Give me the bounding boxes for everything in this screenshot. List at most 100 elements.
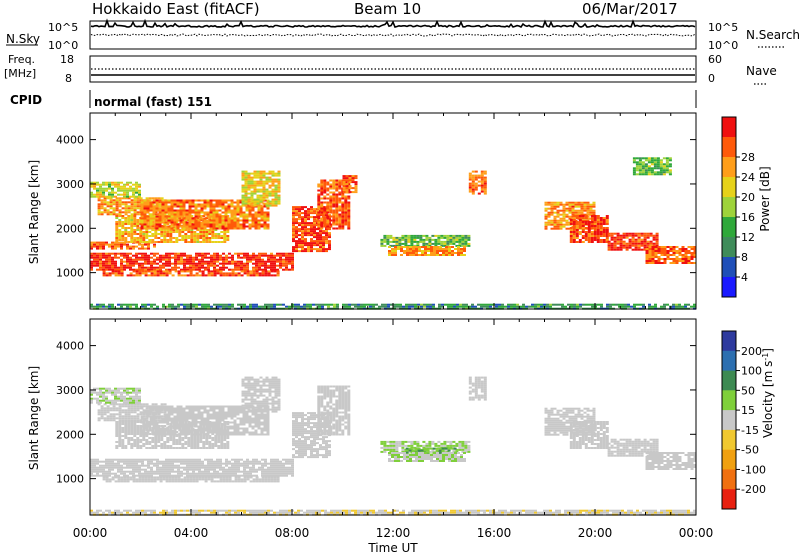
heatmap-cell-5 (174, 212, 177, 214)
heatmap-cell-2 (108, 246, 111, 248)
heatmap-cell-1 (118, 478, 121, 480)
heatmap-cell-1 (256, 272, 259, 274)
heatmap-cell-2 (96, 246, 99, 248)
heatmap-cell-16 (611, 239, 614, 241)
heatmap-cell-5 (171, 200, 174, 202)
heatmap-cell-5 (183, 228, 186, 230)
heatmap-cell-10 (355, 185, 358, 187)
heatmap-cell-18 (660, 163, 663, 165)
heatmap-cell-0 (99, 467, 102, 469)
heatmap-cell-19 (342, 304, 345, 306)
heatmap-cell-5 (243, 212, 246, 214)
heatmap-cell-5 (255, 216, 258, 218)
heatmap-cell-9 (338, 220, 341, 222)
heatmap-cell-0 (240, 463, 243, 465)
heatmap-cell-15 (600, 239, 603, 241)
heatmap-cell-0 (180, 257, 183, 259)
heatmap-cell-8 (319, 248, 322, 250)
heatmap-cell-13 (475, 189, 478, 191)
heatmap-cell-0 (96, 463, 99, 465)
heatmap-cell-1 (121, 274, 124, 276)
heatmap-cell-9 (326, 226, 329, 228)
heatmap-cell-0 (237, 257, 240, 259)
heatmap-cell-1 (166, 270, 169, 272)
heatmap-cell-15 (603, 239, 606, 241)
heatmap-cell-12 (442, 252, 445, 254)
heatmap-cell-0 (288, 261, 291, 263)
heatmap-cell-15 (573, 223, 576, 225)
heatmap-cell-18 (666, 163, 669, 165)
heatmap-cell-1 (265, 274, 268, 276)
heatmap-cell-16 (611, 237, 614, 239)
heatmap-cell-16 (638, 241, 641, 243)
heatmap-cell-0 (210, 459, 213, 461)
heatmap-cell-2 (107, 411, 110, 413)
heatmap-cell-1 (229, 476, 232, 478)
heatmap-cell-3 (134, 211, 137, 213)
heatmap-cell-17 (670, 246, 673, 248)
heatmap-cell-1 (211, 270, 214, 272)
heatmap-cell-7 (260, 189, 263, 191)
heatmap-cell-19 (279, 304, 282, 306)
heatmap-cell-18 (660, 159, 663, 161)
heatmap-cell-5 (228, 218, 231, 220)
heatmap-cell-1 (154, 480, 157, 482)
heatmap-cell-5 (252, 208, 255, 210)
heatmap-cell-0 (216, 257, 219, 259)
heatmap-cell-11 (392, 239, 395, 241)
heatmap-cell-5 (237, 208, 240, 210)
heatmap-cell-11 (386, 241, 389, 243)
heatmap-cell-0 (201, 467, 204, 469)
heatmap-cell-11 (386, 243, 389, 245)
heatmap-cell-5 (165, 210, 168, 212)
heatmap-cell-14 (551, 206, 554, 208)
heatmap-cell-6 (111, 184, 114, 186)
heatmap-cell-7 (254, 205, 257, 207)
heatmap-cell-5 (159, 220, 162, 222)
heatmap-cell-4 (148, 235, 151, 237)
heatmap-cell-12 (406, 248, 409, 250)
heatmap-cell-4 (136, 227, 139, 229)
heatmap-cell-0 (141, 465, 144, 467)
heatmap-cell-0 (195, 467, 198, 469)
heatmap-cell-1 (220, 270, 223, 272)
heatmap-cell-0 (282, 467, 285, 469)
heatmap-cell-1 (268, 274, 271, 276)
heatmap-cell-19 (546, 306, 549, 308)
heatmap-cell-0 (120, 467, 123, 469)
heatmap-cell-0 (111, 469, 114, 471)
heatmap-cell-5 (222, 228, 225, 230)
heatmap-cell-11 (386, 239, 389, 241)
heatmap-cell-5 (183, 224, 186, 226)
heatmap-cell-14 (584, 210, 587, 212)
heatmap-cell-9 (332, 202, 335, 204)
heatmap-cell-7 (254, 189, 257, 191)
heatmap-cell-0 (108, 267, 111, 269)
heatmap-cell-15 (570, 239, 573, 241)
velocity-heatmap (90, 377, 697, 516)
heatmap-cell-1 (166, 480, 169, 482)
heatmap-cell-5 (201, 208, 204, 210)
heatmap-cell-8 (319, 230, 322, 232)
heatmap-cell-19 (624, 306, 627, 308)
heatmap-cell-14 (563, 224, 566, 226)
heatmap-cell-5 (231, 224, 234, 226)
heatmap-cell-0 (267, 255, 270, 257)
heatmap-cell-5 (228, 206, 231, 208)
heatmap-cell-5 (177, 214, 180, 216)
heatmap-cell-0 (201, 473, 204, 475)
heatmap-cell-8 (319, 242, 322, 244)
heatmap-cell-15 (585, 221, 588, 223)
heatmap-cell-3 (98, 207, 101, 209)
heatmap-cell-8 (295, 248, 298, 250)
heatmap-cell-15 (585, 217, 588, 219)
heatmap-cell-0 (264, 261, 267, 263)
heatmap-cell-4 (118, 229, 121, 231)
heatmap-cell-6 (132, 190, 135, 192)
heatmap-cell-0 (258, 461, 261, 463)
heatmap-cell-0 (249, 463, 252, 465)
heatmap-cell-0 (279, 471, 282, 473)
heatmap-cell-0 (171, 465, 174, 467)
heatmap-cell-1 (220, 272, 223, 274)
heatmap-cell-7 (242, 171, 245, 173)
